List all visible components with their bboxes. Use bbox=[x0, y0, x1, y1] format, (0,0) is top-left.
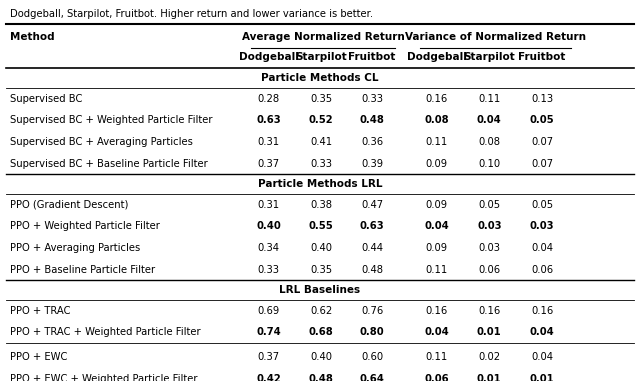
Text: 0.03: 0.03 bbox=[477, 221, 502, 231]
Text: 0.04: 0.04 bbox=[424, 327, 449, 338]
Text: Supervised BC + Averaging Particles: Supervised BC + Averaging Particles bbox=[10, 137, 193, 147]
Text: PPO + TRAC + Weighted Particle Filter: PPO + TRAC + Weighted Particle Filter bbox=[10, 327, 200, 338]
Text: 0.09: 0.09 bbox=[426, 200, 448, 210]
Text: 0.31: 0.31 bbox=[257, 137, 280, 147]
Text: 0.16: 0.16 bbox=[478, 306, 500, 316]
Text: 0.06: 0.06 bbox=[531, 265, 553, 275]
Text: 0.11: 0.11 bbox=[426, 265, 448, 275]
Text: 0.39: 0.39 bbox=[361, 158, 383, 169]
Text: Particle Methods CL: Particle Methods CL bbox=[261, 73, 379, 83]
Text: Fruitbot: Fruitbot bbox=[348, 52, 396, 62]
Text: Dodgeball: Dodgeball bbox=[239, 52, 298, 62]
Text: 0.09: 0.09 bbox=[426, 158, 448, 169]
Text: 0.42: 0.42 bbox=[256, 374, 281, 381]
Text: 0.05: 0.05 bbox=[530, 115, 554, 125]
Text: 0.35: 0.35 bbox=[310, 265, 332, 275]
Text: 0.06: 0.06 bbox=[478, 265, 500, 275]
Text: 0.04: 0.04 bbox=[531, 243, 553, 253]
Text: 0.01: 0.01 bbox=[477, 374, 502, 381]
Text: 0.37: 0.37 bbox=[257, 352, 280, 362]
Text: Supervised BC + Baseline Particle Filter: Supervised BC + Baseline Particle Filter bbox=[10, 158, 207, 169]
Text: 0.76: 0.76 bbox=[361, 306, 383, 316]
Text: 0.48: 0.48 bbox=[309, 374, 333, 381]
Text: PPO + TRAC: PPO + TRAC bbox=[10, 306, 70, 316]
Text: 0.44: 0.44 bbox=[361, 243, 383, 253]
Text: 0.33: 0.33 bbox=[361, 94, 383, 104]
Text: Method: Method bbox=[10, 32, 54, 42]
Text: 0.04: 0.04 bbox=[477, 115, 502, 125]
Text: 0.16: 0.16 bbox=[426, 94, 448, 104]
Text: 0.68: 0.68 bbox=[309, 327, 333, 338]
Text: 0.04: 0.04 bbox=[531, 352, 553, 362]
Text: Supervised BC: Supervised BC bbox=[10, 94, 82, 104]
Text: Supervised BC + Weighted Particle Filter: Supervised BC + Weighted Particle Filter bbox=[10, 115, 212, 125]
Text: PPO + Baseline Particle Filter: PPO + Baseline Particle Filter bbox=[10, 265, 155, 275]
Text: 0.10: 0.10 bbox=[478, 158, 500, 169]
Text: 0.01: 0.01 bbox=[477, 327, 502, 338]
Text: 0.08: 0.08 bbox=[424, 115, 449, 125]
Text: 0.80: 0.80 bbox=[360, 327, 385, 338]
Text: 0.33: 0.33 bbox=[310, 158, 332, 169]
Text: Dodgeball, Starpilot, Fruitbot. Higher return and lower variance is better.: Dodgeball, Starpilot, Fruitbot. Higher r… bbox=[10, 10, 372, 19]
Text: 0.60: 0.60 bbox=[361, 352, 383, 362]
Text: 0.74: 0.74 bbox=[256, 327, 281, 338]
Text: Starpilot: Starpilot bbox=[463, 52, 515, 62]
Text: 0.04: 0.04 bbox=[530, 327, 554, 338]
Text: 0.48: 0.48 bbox=[360, 115, 385, 125]
Text: 0.03: 0.03 bbox=[530, 221, 554, 231]
Text: 0.07: 0.07 bbox=[531, 158, 553, 169]
Text: 0.16: 0.16 bbox=[426, 306, 448, 316]
Text: 0.01: 0.01 bbox=[530, 374, 554, 381]
Text: Particle Methods LRL: Particle Methods LRL bbox=[258, 179, 382, 189]
Text: 0.03: 0.03 bbox=[478, 243, 500, 253]
Text: 0.13: 0.13 bbox=[531, 94, 553, 104]
Text: 0.37: 0.37 bbox=[257, 158, 280, 169]
Text: PPO + EWC + Weighted Particle Filter: PPO + EWC + Weighted Particle Filter bbox=[10, 374, 197, 381]
Text: 0.09: 0.09 bbox=[426, 243, 448, 253]
Text: 0.36: 0.36 bbox=[361, 137, 383, 147]
Text: Variance of Normalized Return: Variance of Normalized Return bbox=[405, 32, 586, 42]
Text: 0.41: 0.41 bbox=[310, 137, 332, 147]
Text: 0.28: 0.28 bbox=[257, 94, 280, 104]
Text: PPO + Weighted Particle Filter: PPO + Weighted Particle Filter bbox=[10, 221, 159, 231]
Text: 0.16: 0.16 bbox=[531, 306, 553, 316]
Text: PPO + EWC: PPO + EWC bbox=[10, 352, 67, 362]
Text: 0.11: 0.11 bbox=[478, 94, 500, 104]
Text: 0.11: 0.11 bbox=[426, 137, 448, 147]
Text: LRL Baselines: LRL Baselines bbox=[280, 285, 360, 295]
Text: Fruitbot: Fruitbot bbox=[518, 52, 566, 62]
Text: 0.33: 0.33 bbox=[257, 265, 280, 275]
Text: 0.40: 0.40 bbox=[310, 352, 332, 362]
Text: 0.08: 0.08 bbox=[478, 137, 500, 147]
Text: 0.06: 0.06 bbox=[424, 374, 449, 381]
Text: 0.48: 0.48 bbox=[361, 265, 383, 275]
Text: 0.63: 0.63 bbox=[256, 115, 281, 125]
Text: 0.64: 0.64 bbox=[360, 374, 385, 381]
Text: 0.02: 0.02 bbox=[478, 352, 500, 362]
Text: 0.40: 0.40 bbox=[256, 221, 281, 231]
Text: Average Normalized Return: Average Normalized Return bbox=[242, 32, 404, 42]
Text: 0.11: 0.11 bbox=[426, 352, 448, 362]
Text: 0.34: 0.34 bbox=[257, 243, 280, 253]
Text: 0.38: 0.38 bbox=[310, 200, 332, 210]
Text: PPO (Gradient Descent): PPO (Gradient Descent) bbox=[10, 200, 128, 210]
Text: 0.07: 0.07 bbox=[531, 137, 553, 147]
Text: 0.31: 0.31 bbox=[257, 200, 280, 210]
Text: Dodgeball: Dodgeball bbox=[407, 52, 467, 62]
Text: 0.62: 0.62 bbox=[310, 306, 332, 316]
Text: 0.05: 0.05 bbox=[531, 200, 553, 210]
Text: 0.40: 0.40 bbox=[310, 243, 332, 253]
Text: Starpilot: Starpilot bbox=[296, 52, 347, 62]
Text: 0.47: 0.47 bbox=[361, 200, 383, 210]
Text: 0.35: 0.35 bbox=[310, 94, 332, 104]
Text: PPO + Averaging Particles: PPO + Averaging Particles bbox=[10, 243, 140, 253]
Text: 0.04: 0.04 bbox=[424, 221, 449, 231]
Text: 0.05: 0.05 bbox=[478, 200, 500, 210]
Text: 0.55: 0.55 bbox=[309, 221, 333, 231]
Text: 0.63: 0.63 bbox=[360, 221, 385, 231]
Text: 0.69: 0.69 bbox=[257, 306, 280, 316]
Text: 0.52: 0.52 bbox=[309, 115, 333, 125]
